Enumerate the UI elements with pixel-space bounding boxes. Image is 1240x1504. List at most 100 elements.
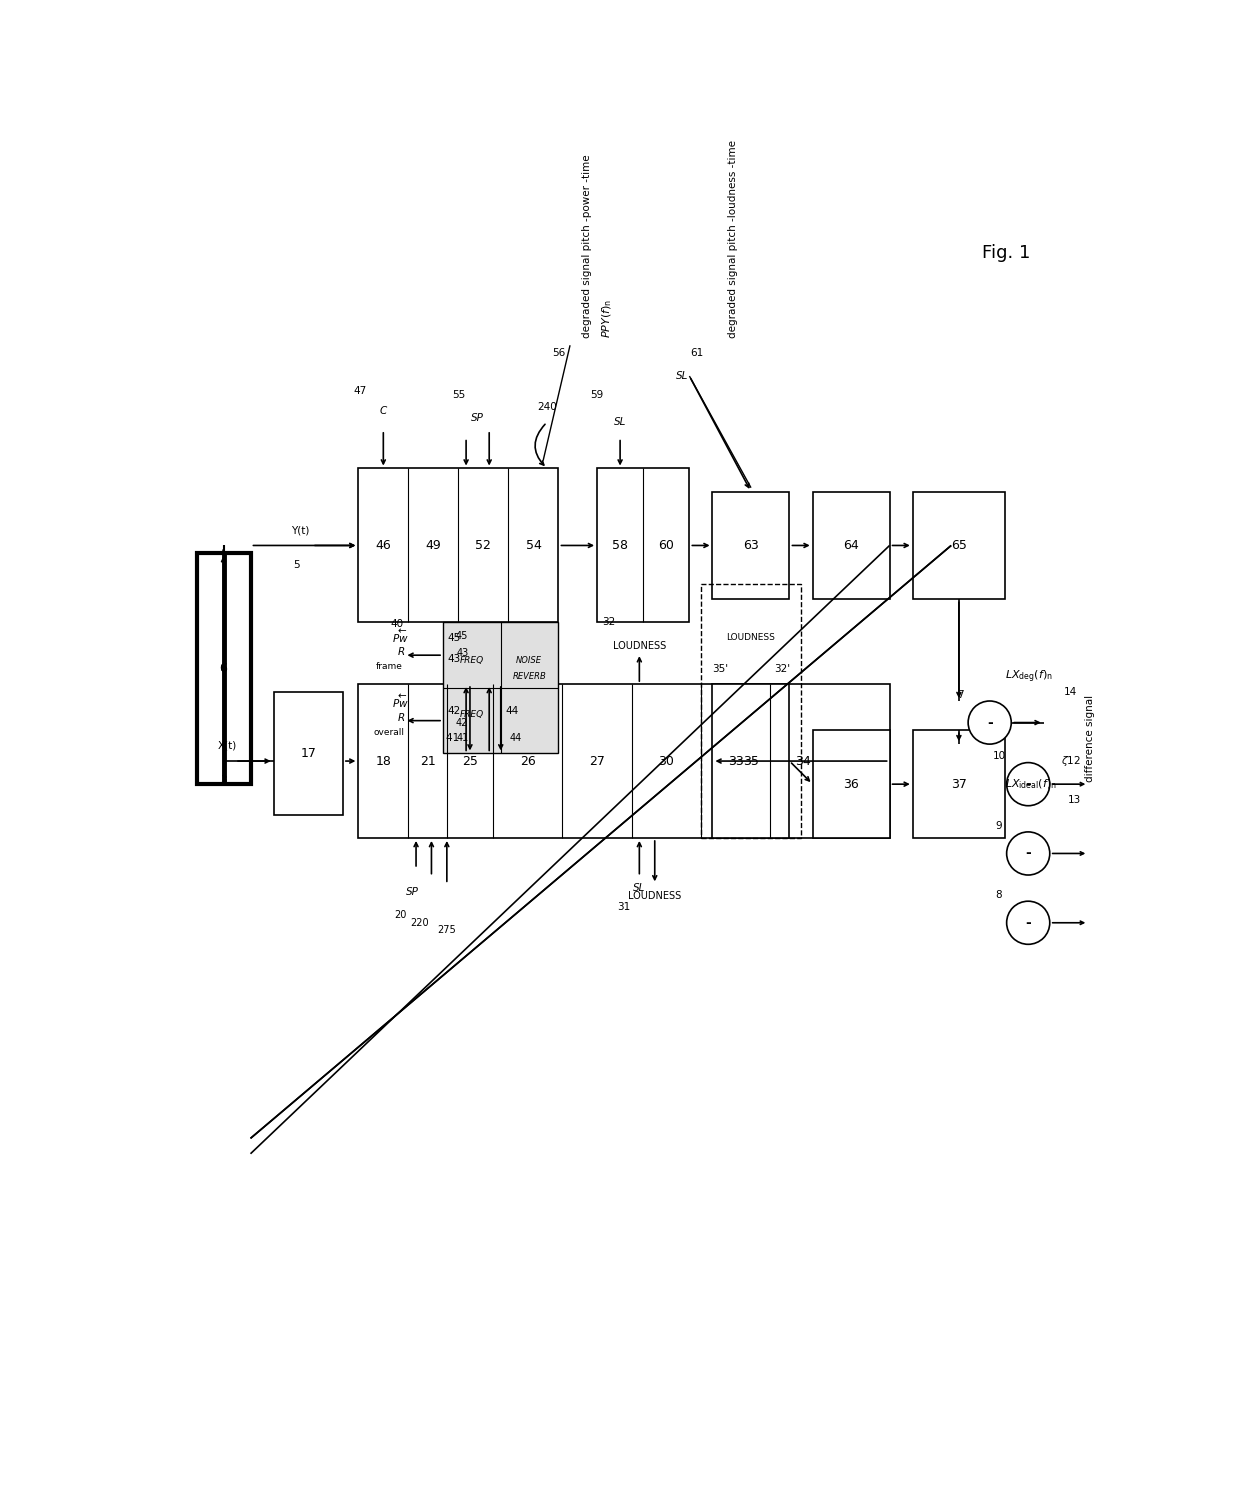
Text: 34: 34 xyxy=(795,755,811,767)
Text: 64: 64 xyxy=(843,538,859,552)
Bar xyxy=(197,553,250,784)
Text: 44: 44 xyxy=(506,705,518,716)
Text: -: - xyxy=(1025,916,1032,929)
Text: LOUDNESS: LOUDNESS xyxy=(629,890,681,901)
Text: 7: 7 xyxy=(957,690,963,699)
Text: 6: 6 xyxy=(219,662,227,675)
Bar xyxy=(812,731,889,838)
Text: SL: SL xyxy=(634,883,646,893)
Bar xyxy=(701,584,801,838)
Text: 59: 59 xyxy=(590,391,604,400)
Bar xyxy=(443,623,558,754)
Text: 14: 14 xyxy=(1064,687,1078,696)
Bar xyxy=(358,468,558,623)
Text: 17: 17 xyxy=(300,747,316,760)
Text: -: - xyxy=(1025,847,1032,860)
Text: 37: 37 xyxy=(951,778,967,791)
Text: 8: 8 xyxy=(996,890,1002,899)
Text: $LX_{\rm ideal}(f)_{\rm n}$: $LX_{\rm ideal}(f)_{\rm n}$ xyxy=(1006,778,1058,791)
Text: $R$: $R$ xyxy=(397,645,404,657)
Text: degraded signal pitch -power -time: degraded signal pitch -power -time xyxy=(582,153,591,337)
Text: NOISE: NOISE xyxy=(516,656,542,665)
Text: 26: 26 xyxy=(520,755,536,767)
Text: 63: 63 xyxy=(743,538,759,552)
Text: 42: 42 xyxy=(456,717,469,728)
Bar xyxy=(713,492,790,600)
Text: 20: 20 xyxy=(394,910,407,920)
Text: $\zeta$12: $\zeta$12 xyxy=(1060,754,1080,769)
Text: Fig. 1: Fig. 1 xyxy=(982,244,1030,262)
Text: 44: 44 xyxy=(510,732,522,743)
Text: overall: overall xyxy=(373,728,404,737)
Text: 42: 42 xyxy=(448,705,461,716)
Text: 6: 6 xyxy=(219,662,227,675)
Circle shape xyxy=(1007,832,1050,875)
Text: 61: 61 xyxy=(691,347,704,358)
Text: SL: SL xyxy=(614,417,626,427)
Text: SP: SP xyxy=(405,887,419,896)
Circle shape xyxy=(1007,763,1050,806)
Text: 240: 240 xyxy=(537,402,557,412)
Text: 54: 54 xyxy=(526,538,542,552)
Text: 30: 30 xyxy=(658,755,675,767)
Text: 35': 35' xyxy=(712,663,728,674)
Text: -: - xyxy=(987,716,992,729)
Text: LOUDNESS: LOUDNESS xyxy=(613,641,666,651)
Text: 55: 55 xyxy=(451,391,465,400)
Bar xyxy=(913,492,1006,600)
Text: SL: SL xyxy=(676,371,688,381)
Text: 45: 45 xyxy=(448,633,461,642)
Bar xyxy=(713,684,790,838)
Text: 43: 43 xyxy=(448,654,461,663)
Text: 18: 18 xyxy=(376,755,392,767)
Text: 56: 56 xyxy=(552,347,565,358)
Bar xyxy=(812,492,889,600)
Text: 31: 31 xyxy=(618,902,631,913)
Text: 25: 25 xyxy=(463,755,477,767)
Text: 27: 27 xyxy=(589,755,605,767)
Text: 32': 32' xyxy=(774,663,790,674)
Text: REVERB: REVERB xyxy=(512,672,546,681)
Bar xyxy=(596,468,689,623)
Text: LOUDNESS: LOUDNESS xyxy=(727,633,775,642)
Bar xyxy=(913,731,1006,838)
Text: frame: frame xyxy=(376,662,403,671)
Text: 36: 36 xyxy=(843,778,859,791)
Text: 41: 41 xyxy=(446,732,463,743)
Bar xyxy=(197,553,250,784)
Text: 9: 9 xyxy=(996,821,1002,830)
Text: 5: 5 xyxy=(294,559,300,570)
Text: 40: 40 xyxy=(391,620,403,629)
Text: 60: 60 xyxy=(658,538,675,552)
Text: $R$: $R$ xyxy=(397,711,404,723)
Text: 220: 220 xyxy=(410,917,429,928)
Text: 32: 32 xyxy=(601,618,615,627)
Text: SP: SP xyxy=(471,414,484,424)
Text: 58: 58 xyxy=(613,538,629,552)
Text: 46: 46 xyxy=(376,538,391,552)
Text: 65: 65 xyxy=(951,538,967,552)
Text: 52: 52 xyxy=(475,538,491,552)
Text: 3: 3 xyxy=(221,775,227,785)
Text: C: C xyxy=(379,406,387,415)
Text: 21: 21 xyxy=(419,755,435,767)
Text: 13: 13 xyxy=(1068,794,1081,805)
Text: $\overleftarrow{Pw}$: $\overleftarrow{Pw}$ xyxy=(392,627,409,645)
Circle shape xyxy=(1007,901,1050,945)
Text: 275: 275 xyxy=(438,925,456,935)
Text: 10: 10 xyxy=(992,752,1006,761)
Text: degraded signal pitch -loudness -time: degraded signal pitch -loudness -time xyxy=(728,140,738,337)
Text: FREQ: FREQ xyxy=(459,656,484,665)
Text: -: - xyxy=(1025,778,1032,791)
Text: $\overleftarrow{Pw}$: $\overleftarrow{Pw}$ xyxy=(392,693,409,710)
Text: difference signal: difference signal xyxy=(1085,695,1095,782)
Text: 33: 33 xyxy=(728,755,744,767)
Text: $PPY(f)_{\rm n}$: $PPY(f)_{\rm n}$ xyxy=(601,298,615,337)
Bar xyxy=(358,684,889,838)
Text: Y(t): Y(t) xyxy=(291,525,310,535)
Text: 43: 43 xyxy=(456,648,469,659)
Text: $LX_{\rm deg}(f)_{\rm n}$: $LX_{\rm deg}(f)_{\rm n}$ xyxy=(1006,668,1053,684)
Text: 45: 45 xyxy=(456,632,469,641)
Text: 49: 49 xyxy=(425,538,441,552)
Text: X(t): X(t) xyxy=(218,740,237,750)
